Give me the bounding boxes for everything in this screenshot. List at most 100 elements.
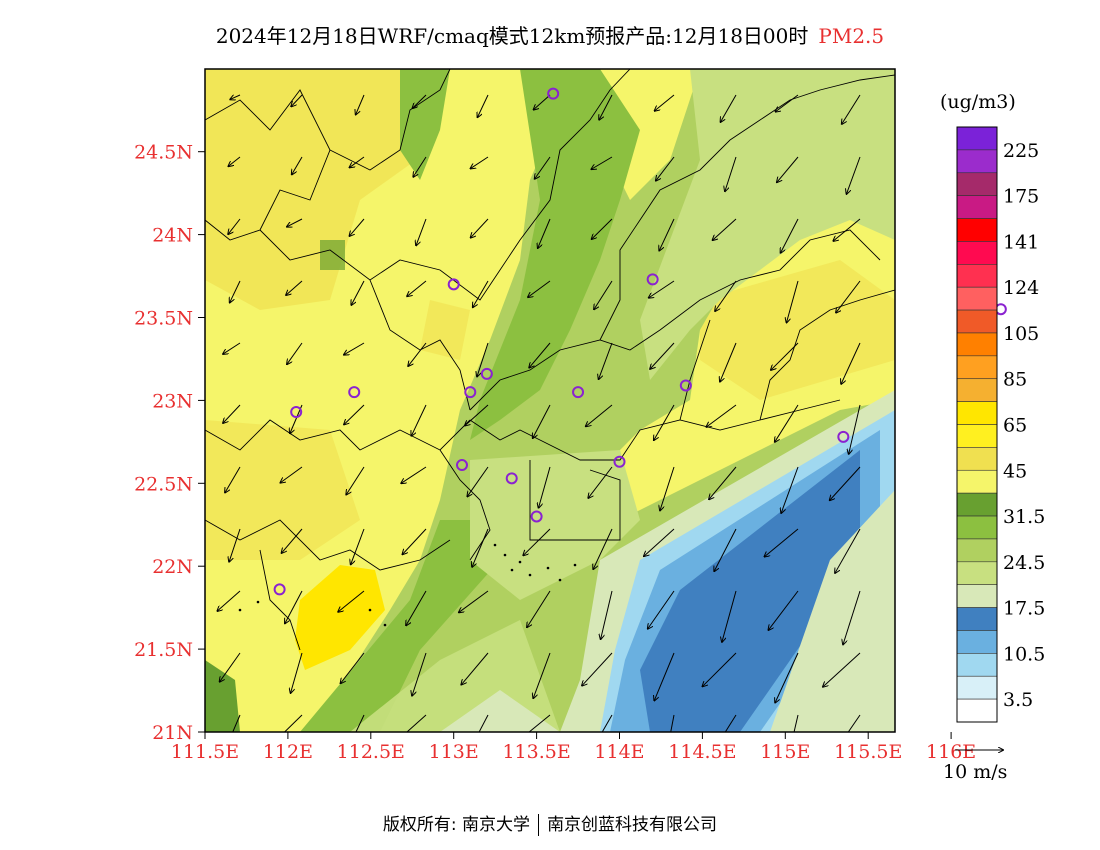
wind-arrow bbox=[842, 94, 861, 124]
wind-arrow bbox=[781, 218, 799, 253]
wind-arrow bbox=[228, 218, 241, 234]
y-tick-label: 23.5N bbox=[134, 308, 193, 330]
legend-label: 65 bbox=[1003, 415, 1027, 437]
legend-swatch bbox=[956, 469, 998, 494]
wind-arrow bbox=[412, 652, 427, 696]
wind-arrow bbox=[765, 528, 799, 557]
station-marker bbox=[646, 273, 659, 286]
wind-arrow bbox=[830, 466, 861, 500]
wind-vectors bbox=[217, 94, 861, 732]
wind-arrow bbox=[285, 590, 303, 623]
legend-swatch bbox=[956, 309, 998, 334]
legend-label: 225 bbox=[1003, 140, 1039, 162]
legend-swatch bbox=[956, 126, 998, 151]
x-tick-label: 115.5E bbox=[834, 741, 902, 763]
wind-arrow bbox=[471, 156, 489, 168]
wind-arrow bbox=[280, 466, 303, 483]
wind-arrow bbox=[588, 466, 613, 498]
footer-copyright: 版权所有: 南京大学 bbox=[382, 815, 531, 835]
concentration-field bbox=[205, 69, 895, 732]
wind-arrow bbox=[776, 94, 799, 112]
wind-arrow bbox=[477, 342, 489, 376]
x-tick-label: 114.5E bbox=[668, 741, 736, 763]
wind-arrow bbox=[344, 342, 365, 355]
wind-arrow bbox=[787, 280, 799, 322]
legend-swatch bbox=[956, 264, 998, 288]
wind-arrow bbox=[593, 528, 613, 569]
station-marker bbox=[455, 459, 468, 472]
wind-arrow bbox=[715, 280, 737, 311]
wind-arrow bbox=[720, 342, 737, 382]
legend-swatch bbox=[956, 561, 998, 585]
wind-arrow bbox=[461, 652, 489, 685]
x-tick-label: 113E bbox=[429, 741, 479, 763]
wind-arrow bbox=[707, 404, 737, 427]
wind-arrow bbox=[703, 652, 737, 686]
wind-arrow bbox=[654, 404, 675, 440]
wind-arrow bbox=[351, 280, 365, 305]
wind-arrow bbox=[217, 590, 241, 611]
wind-arrow bbox=[413, 94, 427, 108]
title-main: 2024年12月18日WRF/cmaq模式12km预报产品:12月18日00时 bbox=[215, 24, 809, 48]
legend-label: 175 bbox=[1003, 186, 1039, 208]
wind-arrow bbox=[847, 714, 861, 732]
station-marker bbox=[480, 367, 493, 380]
wind-arrow bbox=[725, 156, 737, 191]
wind-arrow bbox=[709, 466, 737, 499]
wind-arrow bbox=[648, 590, 675, 629]
wind-arrow bbox=[287, 342, 303, 364]
x-tick-label: 114E bbox=[594, 741, 644, 763]
wind-arrow bbox=[465, 404, 489, 426]
station-marker bbox=[447, 278, 460, 291]
y-axis: 21N 21.5N 22N 22.5N 23N 23.5N 24N 24.5N bbox=[134, 142, 205, 744]
wind-arrow bbox=[229, 156, 241, 166]
wind-arrow bbox=[225, 466, 241, 492]
islands bbox=[238, 543, 577, 627]
wind-arrow bbox=[833, 218, 861, 241]
wind-arrow bbox=[823, 652, 861, 687]
wind-arrow bbox=[478, 714, 489, 732]
wind-arrow bbox=[775, 652, 799, 702]
wind-arrow bbox=[713, 218, 737, 240]
station-marker bbox=[679, 379, 692, 392]
admin-boundaries bbox=[205, 69, 895, 651]
legend-swatch bbox=[956, 630, 998, 654]
legend-swatch bbox=[956, 447, 998, 471]
wind-arrow bbox=[406, 590, 427, 625]
wind-arrow bbox=[229, 528, 241, 562]
legend-swatch bbox=[956, 195, 998, 219]
legend-swatch bbox=[956, 355, 998, 380]
wind-arrow bbox=[654, 652, 675, 700]
legend-label: 141 bbox=[1003, 231, 1039, 253]
footer-company: 南京创蓝科技有限公司 bbox=[547, 815, 718, 835]
legend-swatch bbox=[956, 492, 998, 517]
station-marker bbox=[837, 430, 850, 443]
wind-arrow bbox=[768, 590, 799, 630]
x-tick-label: 116E bbox=[926, 741, 976, 763]
legend-label: 124 bbox=[1003, 277, 1039, 299]
wind-arrow bbox=[601, 590, 613, 639]
wind-arrow bbox=[287, 218, 303, 227]
x-tick-label: 112E bbox=[263, 741, 313, 763]
legend-swatch bbox=[956, 607, 998, 631]
title-pollutant: PM2.5 bbox=[818, 24, 885, 48]
wind-arrow bbox=[836, 280, 861, 313]
x-tick-label: 113.5E bbox=[502, 741, 570, 763]
station-marker bbox=[613, 455, 626, 468]
y-tick-label: 24.5N bbox=[134, 142, 193, 164]
wind-arrow bbox=[656, 156, 675, 181]
station-marker bbox=[290, 406, 303, 419]
legend-label: 45 bbox=[1003, 460, 1027, 482]
legend-swatch bbox=[956, 149, 998, 174]
wind-arrow bbox=[408, 342, 427, 366]
station-marker bbox=[273, 583, 286, 596]
wind-arrow bbox=[528, 714, 551, 732]
wind-arrow bbox=[413, 156, 427, 177]
wind-arrow bbox=[644, 528, 675, 556]
legend-label: 24.5 bbox=[1003, 552, 1045, 574]
wind-arrow bbox=[223, 342, 241, 354]
wind-arrow bbox=[230, 280, 241, 302]
wind-arrow bbox=[473, 280, 489, 307]
legend-swatch bbox=[956, 424, 998, 448]
